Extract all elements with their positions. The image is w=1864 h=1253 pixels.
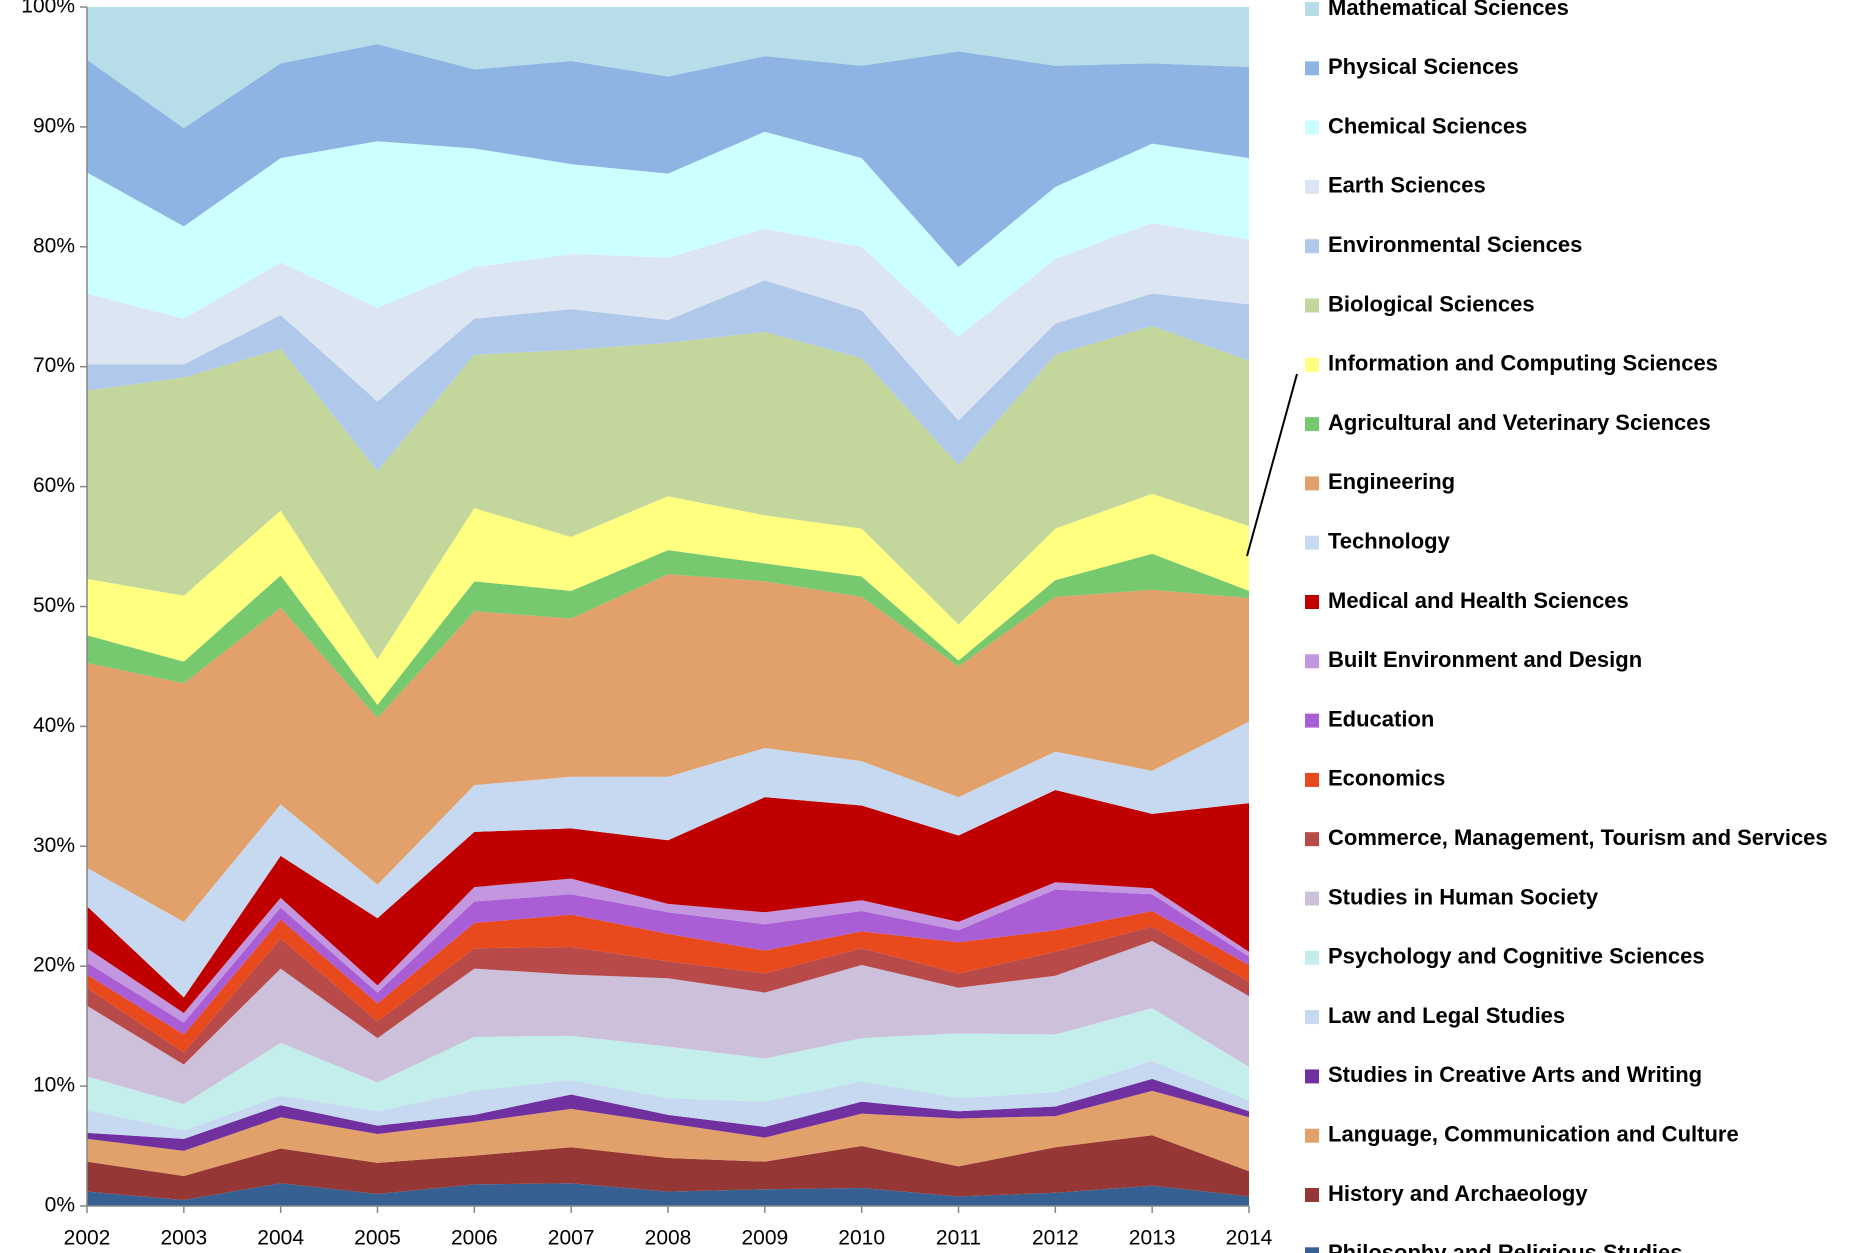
- y-tick-label: 70%: [33, 354, 75, 377]
- y-tick-label: 80%: [33, 234, 75, 257]
- legend-swatch: [1305, 713, 1319, 728]
- legend-swatch: [1305, 1128, 1319, 1143]
- area: [87, 878, 1249, 1023]
- area: [87, 911, 1249, 1053]
- area: [87, 550, 1249, 719]
- legend-label: Information and Computing Sciences: [1328, 351, 1718, 376]
- y-tick-label: 10%: [33, 1074, 75, 1097]
- legend-label: Studies in Human Society: [1328, 884, 1599, 909]
- legend-label: Chemical Sciences: [1328, 113, 1527, 138]
- area: [87, 131, 1249, 337]
- x-tick-label: 2008: [645, 1227, 692, 1250]
- legend-swatch: [1305, 1010, 1319, 1025]
- area: [87, 941, 1249, 1105]
- area: [87, 1060, 1249, 1139]
- legend-swatch: [1305, 239, 1319, 254]
- area: [87, 1135, 1249, 1201]
- x-tick-label: 2012: [1032, 1227, 1079, 1250]
- legend-swatch: [1305, 535, 1319, 550]
- legend-label: Psychology and Cognitive Sciences: [1328, 944, 1705, 969]
- x-tick-label: 2002: [64, 1227, 111, 1250]
- area: [87, 325, 1249, 660]
- y-tick-label: 50%: [33, 594, 75, 617]
- area: [87, 789, 1249, 1013]
- legend-swatch: [1305, 1069, 1319, 1084]
- legend-swatch: [1305, 476, 1319, 491]
- legend-label: Engineering: [1328, 469, 1455, 494]
- legend-swatch: [1305, 298, 1319, 313]
- y-tick-label: 0%: [45, 1194, 75, 1217]
- area: [87, 574, 1249, 922]
- legend-label: Biological Sciences: [1328, 291, 1535, 316]
- legend-label: Technology: [1328, 529, 1451, 554]
- area: [87, 280, 1249, 472]
- x-tick-label: 2011: [936, 1227, 981, 1250]
- y-tick-label: 60%: [33, 474, 75, 497]
- legend-swatch: [1305, 120, 1319, 135]
- legend-label: Education: [1328, 706, 1434, 731]
- area: [87, 493, 1249, 705]
- y-tick-label: 30%: [33, 834, 75, 857]
- x-tick-label: 2003: [160, 1227, 207, 1250]
- y-tick-label: 40%: [33, 714, 75, 737]
- x-tick-label: 2007: [548, 1227, 595, 1250]
- x-tick-label: 2005: [354, 1227, 401, 1250]
- legend-label: Economics: [1328, 766, 1445, 791]
- y-tick-label: 90%: [33, 114, 75, 137]
- legend-swatch: [1305, 179, 1319, 194]
- legend-swatch: [1305, 950, 1319, 965]
- legend-swatch: [1305, 654, 1319, 669]
- legend-label: Commerce, Management, Tourism and Servic…: [1328, 825, 1828, 850]
- legend-label: Built Environment and Design: [1328, 647, 1642, 672]
- x-tick-label: 2009: [741, 1227, 788, 1250]
- legend-label: Language, Communication and Culture: [1328, 1122, 1739, 1147]
- legend-swatch: [1305, 832, 1319, 847]
- legend-label: Studies in Creative Arts and Writing: [1328, 1062, 1702, 1087]
- y-tick-label: 20%: [33, 954, 75, 977]
- legend-label: History and Archaeology: [1328, 1181, 1588, 1206]
- legend-label: Physical Sciences: [1328, 54, 1519, 79]
- legend-swatch: [1305, 1188, 1319, 1202]
- legend-label: Medical and Health Sciences: [1328, 588, 1629, 613]
- x-tick-label: 2013: [1129, 1227, 1176, 1250]
- legend-label: Environmental Sciences: [1328, 232, 1582, 257]
- legend-label: Mathematical Sciences: [1328, 0, 1569, 20]
- leader-line: [1246, 373, 1298, 557]
- x-tick-label: 2014: [1226, 1227, 1273, 1250]
- legend-label: Philosophy and Religious Studies: [1328, 1240, 1682, 1253]
- y-tick-label: 100%: [21, 0, 75, 18]
- legend-swatch: [1305, 891, 1319, 906]
- legend-swatch: [1305, 357, 1319, 372]
- legend-swatch: [1305, 417, 1319, 432]
- plot-area: [87, 7, 1249, 1206]
- x-tick-label: 2004: [257, 1227, 304, 1250]
- legend-label: Agricultural and Veterinary Sciences: [1328, 410, 1711, 435]
- area: [87, 1090, 1249, 1177]
- area: [87, 44, 1249, 268]
- area: [87, 926, 1249, 1065]
- area: [87, 1008, 1249, 1131]
- x-tick-label: 2006: [451, 1227, 498, 1250]
- legend-label: Law and Legal Studies: [1328, 1003, 1565, 1028]
- legend-swatch: [1305, 595, 1319, 609]
- legend-swatch: [1305, 2, 1319, 16]
- x-tick-label: 2010: [838, 1227, 885, 1250]
- legend-swatch: [1305, 1247, 1319, 1253]
- area: [87, 7, 1249, 129]
- legend-label: Earth Sciences: [1328, 173, 1486, 198]
- area: [87, 222, 1249, 421]
- area: [87, 889, 1249, 1035]
- legend-swatch: [1305, 772, 1319, 787]
- legend-swatch: [1305, 61, 1319, 76]
- area: [87, 1183, 1249, 1206]
